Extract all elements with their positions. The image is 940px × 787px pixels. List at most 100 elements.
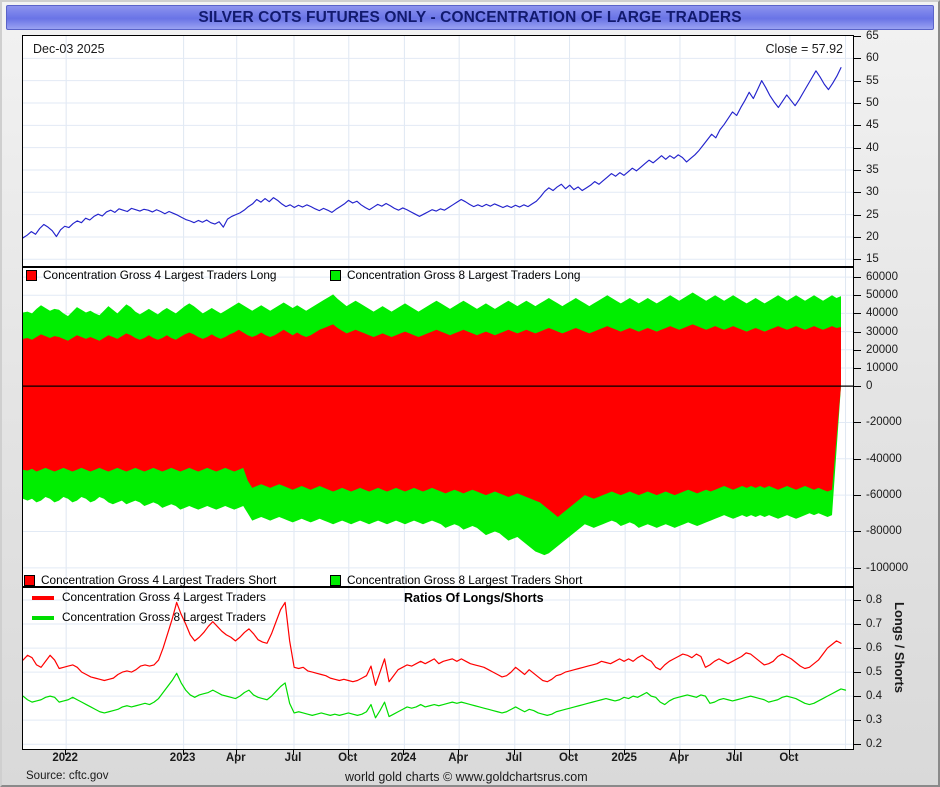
axis-tick-label: 15	[866, 253, 879, 266]
axis-tickmark	[854, 495, 861, 497]
ratio-y-axis-title: Longs / Shorts	[892, 602, 907, 693]
x-axis-tickmark	[568, 750, 570, 755]
x-axis-tick-label: Oct	[338, 752, 358, 764]
x-axis-tickmark	[513, 750, 515, 755]
x-axis-tick-label: Jul	[505, 752, 523, 764]
x-axis-tick-label: Jul	[284, 752, 302, 764]
legend-label: Concentration Gross 8 Largest Traders Lo…	[347, 268, 581, 282]
ratio-svg	[23, 588, 853, 749]
x-axis-tick-label: Apr	[669, 752, 689, 764]
legend-line-green	[32, 615, 54, 620]
axis-tick-label: 60000	[866, 271, 898, 284]
axis-tickmark	[854, 80, 861, 82]
legend-swatch-red	[26, 270, 37, 282]
axis-tickmark	[854, 458, 861, 460]
window-titlebar: SILVER COTS FUTURES ONLY - CONCENTRATION…	[6, 5, 934, 30]
legend-label: Concentration Gross 4 Largest Traders	[62, 590, 266, 604]
axis-tick-label: 65	[866, 30, 879, 42]
axis-tick-label: 0.4	[866, 690, 882, 703]
legend-line-red	[32, 595, 54, 600]
axis-tickmark	[854, 192, 861, 194]
axis-tick-label: 0.7	[866, 618, 882, 631]
legend-gross-4-short: Concentration Gross 4 Largest Traders Sh…	[24, 573, 277, 587]
axis-tickmark	[854, 744, 861, 746]
silver-price-chart: Dec-03 2025 Close = 57.92	[22, 35, 854, 267]
legend-ratio-gross-8: Concentration Gross 8 Largest Traders	[32, 610, 266, 624]
axis-tick-label: 30000	[866, 325, 898, 338]
axis-tickmark	[854, 36, 861, 37]
axis-tickmark	[854, 720, 861, 722]
axis-tickmark	[854, 696, 861, 698]
axis-tick-label: -20000	[866, 416, 902, 429]
axis-tick-label: 0.8	[866, 594, 882, 606]
x-axis-tick-label: Jul	[725, 752, 743, 764]
axis-tick-label: -60000	[866, 489, 902, 502]
close-value-label: Close = 57.92	[765, 42, 843, 56]
axis-tickmark	[854, 386, 861, 388]
axis-tickmark	[854, 295, 861, 297]
legend-label: Concentration Gross 4 Largest Traders Sh…	[41, 573, 277, 587]
axis-tickmark	[854, 672, 861, 674]
concentration-plot-area	[23, 268, 853, 586]
date-label: Dec-03 2025	[33, 42, 105, 56]
concentration-y-axis: 60000 50000 40000 30000 20000 10000 0 -20000 -40…	[854, 267, 940, 587]
legend-label: Concentration Gross 8 Largest Traders Sh…	[347, 573, 583, 587]
axis-tick-label: 50	[866, 96, 879, 109]
legend-gross-8-long: Concentration Gross 8 Largest Traders Lo…	[330, 268, 581, 282]
x-axis-tickmarks	[22, 750, 854, 755]
price-y-axis: 15 20 25 30 35 40 45 50 55 60 65	[854, 30, 940, 267]
axis-tick-label: 55	[866, 74, 879, 87]
axis-tickmark	[854, 214, 861, 216]
axis-tick-label: 20000	[866, 343, 898, 356]
axis-tickmark	[854, 567, 861, 569]
axis-tickmark	[854, 259, 861, 261]
axis-tickmark	[854, 102, 861, 104]
axis-tick-label: -100000	[866, 561, 909, 574]
page-title: SILVER COTS FUTURES ONLY - CONCENTRATION…	[198, 8, 742, 26]
axis-tickmark	[854, 277, 861, 279]
axis-tick-label: 25	[866, 208, 879, 221]
ratio-plot-area	[23, 588, 853, 749]
axis-tickmark	[854, 648, 861, 650]
axis-tick-label: 0.6	[866, 642, 882, 655]
axis-tick-label: 45	[866, 119, 879, 132]
ratio-chart-title: Ratios Of Longs/Shorts	[404, 591, 544, 605]
axis-tick-label: 35	[866, 163, 879, 176]
legend-swatch-green	[330, 270, 341, 282]
x-axis-tick-label: Apr	[448, 752, 469, 764]
axis-tick-label: 60	[866, 52, 879, 65]
legend-ratio-gross-4: Concentration Gross 4 Largest Traders	[32, 590, 266, 604]
x-axis-tickmark	[235, 750, 237, 755]
x-axis-tickmark	[624, 750, 626, 755]
axis-tickmark	[854, 313, 861, 315]
axis-tick-label: 0	[866, 380, 873, 393]
credit-label: world gold charts © www.goldchartsrus.co…	[345, 770, 588, 784]
x-axis-tickmark	[403, 750, 405, 755]
axis-tickmark	[854, 331, 861, 333]
x-axis-tickmark	[65, 750, 67, 755]
x-axis-tickmark	[734, 750, 736, 755]
price-svg	[23, 36, 853, 266]
x-axis-tick-label: 2025	[611, 752, 637, 764]
axis-tick-label: 0.5	[866, 666, 882, 679]
x-axis-tick-label: Oct	[558, 752, 579, 764]
axis-tickmark	[854, 147, 861, 149]
x-axis-tickmark	[788, 750, 790, 755]
concentration-svg	[23, 268, 853, 586]
axis-tickmark	[854, 600, 861, 601]
x-axis-labels: 2022 2023 Apr Jul Oct 2024 Apr Jul Oct 2025 Apr Jul…	[22, 750, 854, 770]
ratio-y-axis: 0.2 0.3 0.4 0.5 0.6 0.7 0.8	[854, 587, 940, 750]
axis-tick-label: 0.3	[866, 714, 882, 727]
axis-tick-label: -80000	[866, 525, 902, 538]
legend-label: Concentration Gross 8 Largest Traders	[62, 610, 266, 624]
axis-tickmark	[854, 531, 861, 533]
x-axis-tickmark	[347, 750, 349, 755]
axis-tick-label: 30	[866, 186, 879, 199]
x-axis-tickmark	[292, 750, 294, 755]
axis-tick-label: -40000	[866, 452, 902, 465]
ratios-longs-shorts-chart	[22, 587, 854, 750]
axis-tick-label: 40000	[866, 307, 898, 320]
axis-tick-label: 40	[866, 141, 879, 154]
source-label: Source: cftc.gov	[26, 770, 109, 782]
